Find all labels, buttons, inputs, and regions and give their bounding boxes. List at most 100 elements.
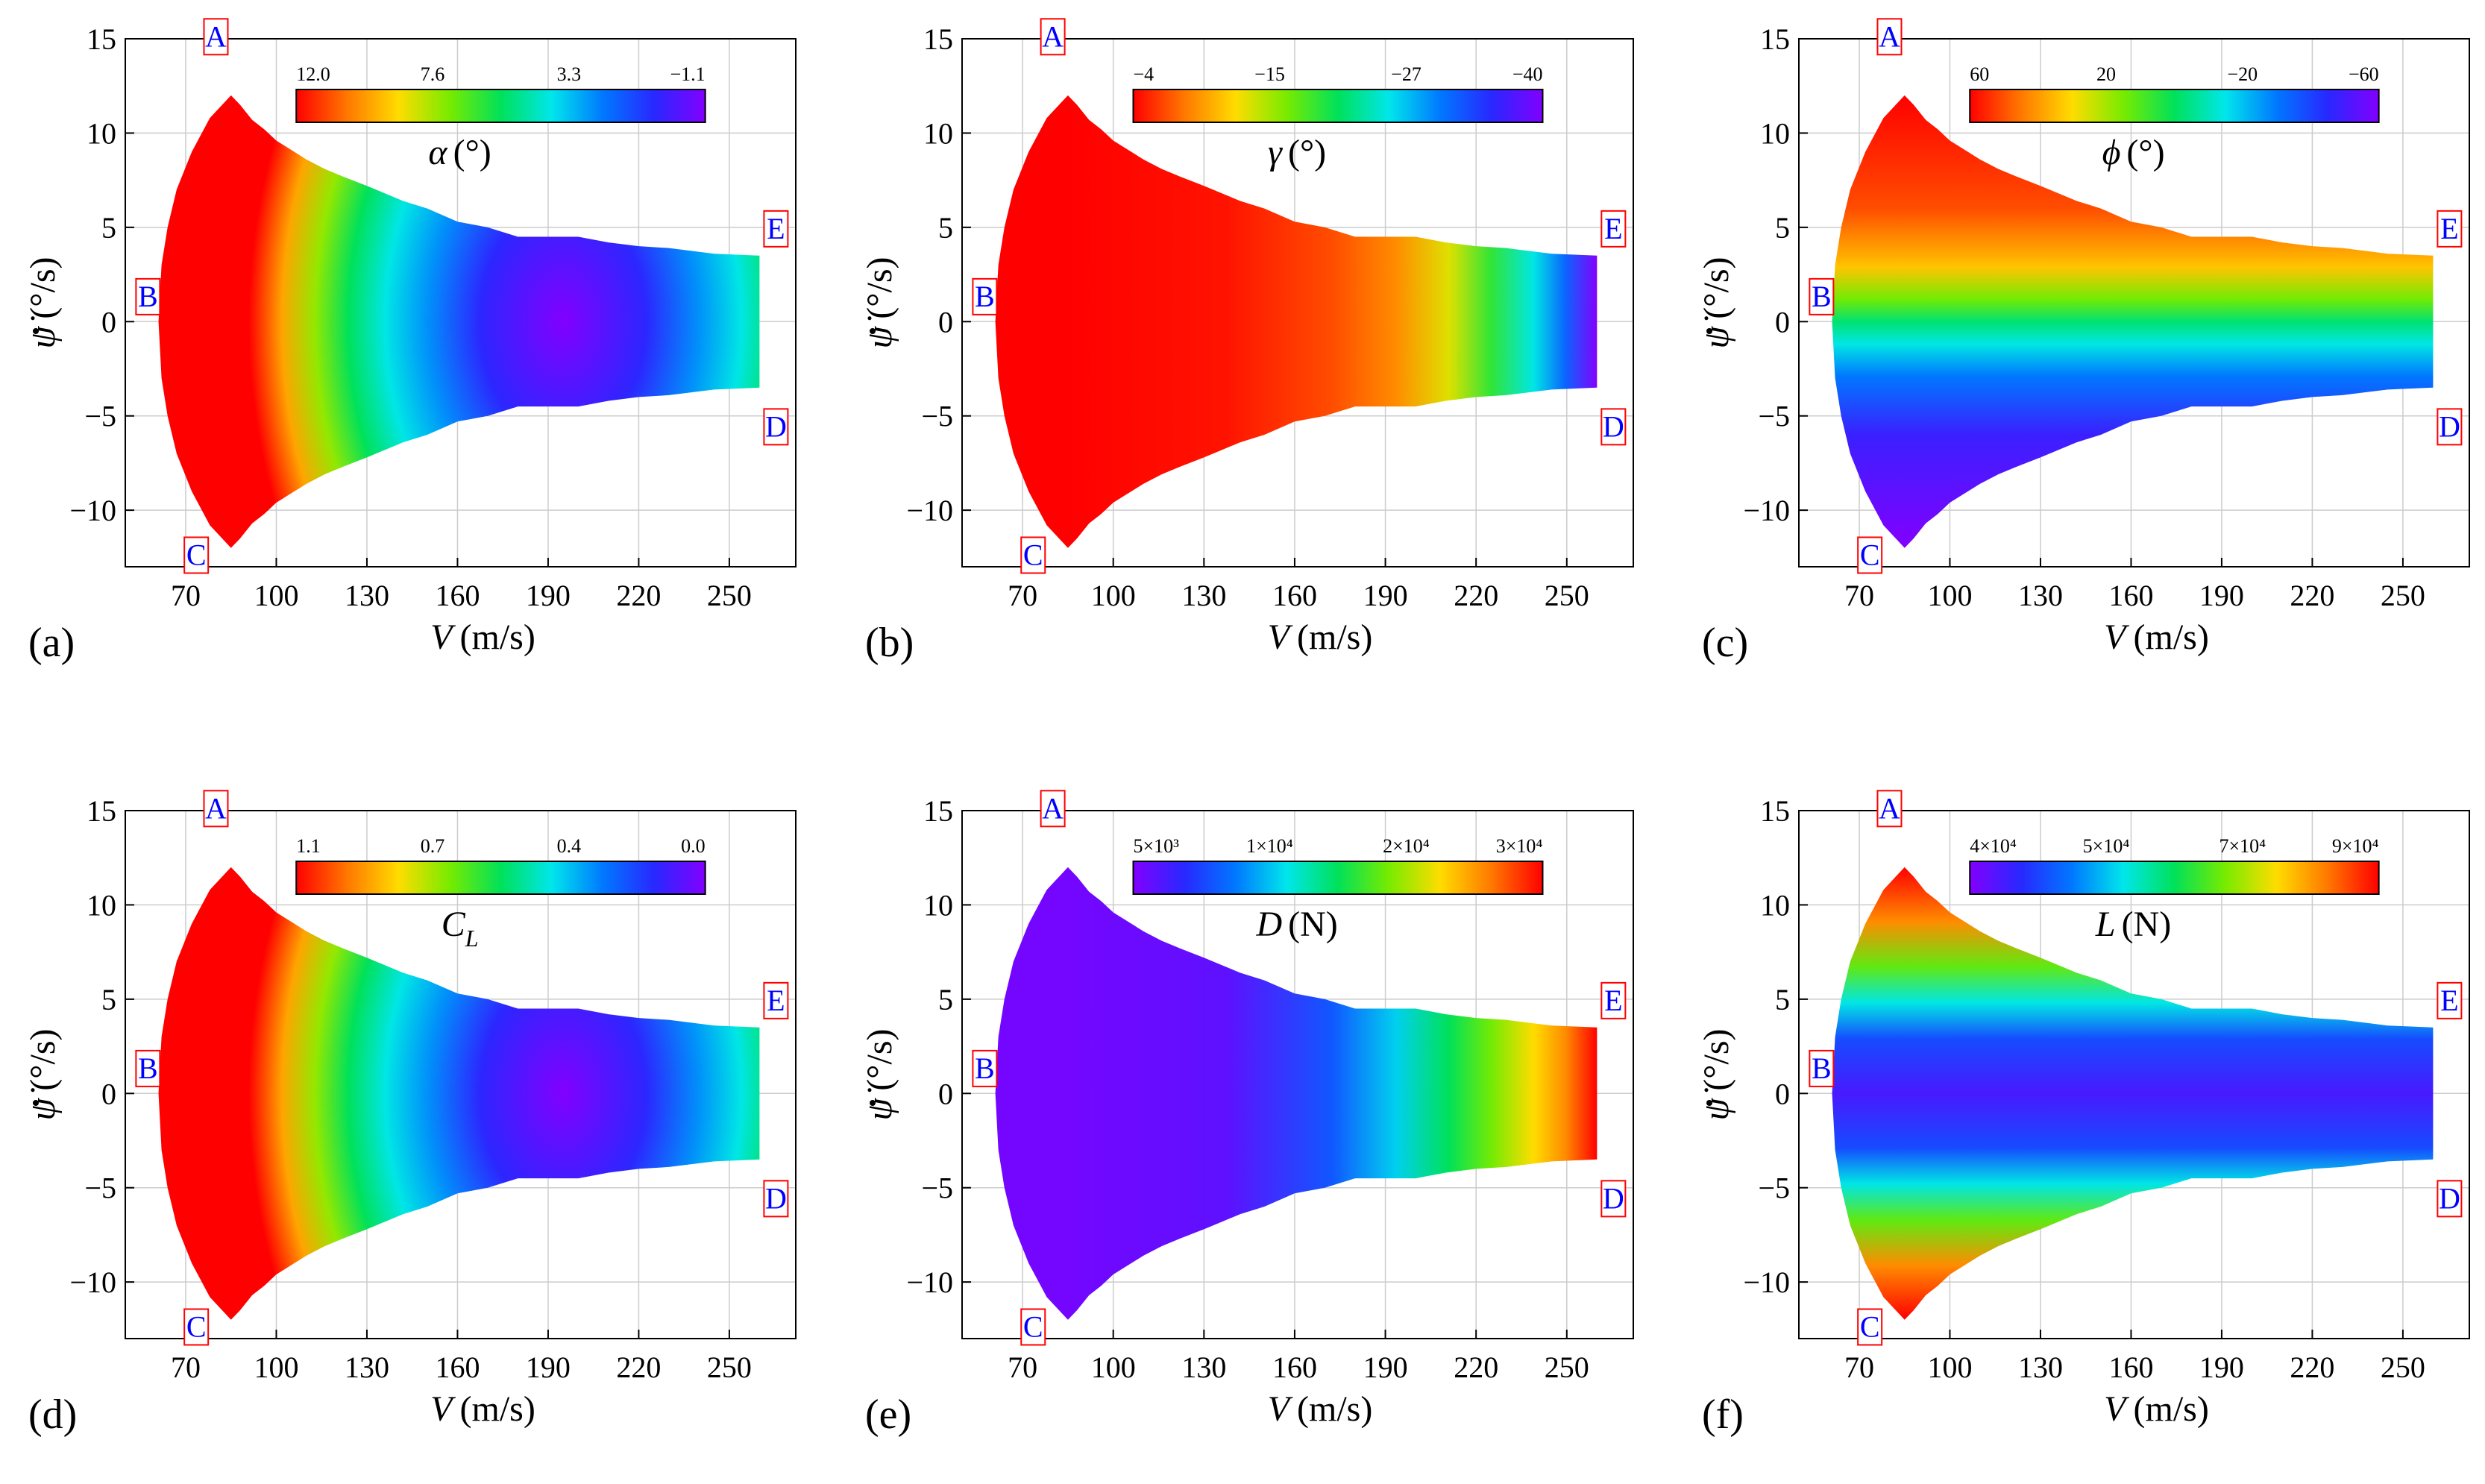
envelope-field [995,95,1598,548]
y-axis-unit: (°/s) [23,257,63,319]
x-tick-label: 130 [1181,579,1226,612]
y-tick-label: 10 [87,116,116,150]
x-tick-label: 100 [1091,1351,1136,1384]
colorbar-title: ϕ (°) [2102,133,2165,172]
corner-label-A: A [1879,19,1900,53]
x-tick-label: 250 [2381,1351,2425,1384]
colorbar-variable: D [1255,905,1282,944]
envelope-field [1832,95,2434,548]
corner-label-box [972,1049,998,1087]
x-axis-unit: (m/s) [460,1389,535,1429]
x-tick-label: 190 [1363,1351,1408,1384]
x-tick-label: 190 [526,579,571,612]
envelope-field [1832,867,2434,1320]
corner-label-box [1876,18,1903,56]
corner-label-A: A [1042,791,1064,825]
colorbar-unit: (°) [2126,133,2164,172]
y-tick-label: 15 [1760,794,1790,828]
corner-label-box [763,408,789,446]
corner-label-box [203,18,229,56]
x-tick-label: 160 [1272,1351,1317,1384]
y-tick-label: −5 [1758,1172,1790,1205]
corner-label-C: C [1023,1309,1043,1343]
corner-label-box [135,1049,161,1087]
y-axis-label: ψ̇(°/s) [860,1029,899,1121]
y-tick-label: −5 [84,400,116,433]
x-axis-unit: (m/s) [460,617,535,657]
x-tick-label: 220 [2290,579,2334,612]
x-axis-label: V (m/s) [430,617,535,657]
x-tick-label: 220 [616,579,661,612]
y-tick-label: 10 [1760,116,1790,150]
x-axis-unit: (m/s) [2134,617,2209,657]
y-tick-label: −10 [906,1266,953,1299]
colorbar-tick-label: 3.3 [557,63,582,85]
y-axis-label: ψ̇(°/s) [1697,257,1736,349]
corner-label-B: B [975,1051,995,1085]
colorbar-tick-label: 5×10³ [1134,835,1180,857]
corner-label-E: E [1604,984,1622,1017]
corner-label-B: B [1812,280,1832,313]
y-axis-label-dot [33,1100,39,1106]
y-tick-label: 5 [938,211,953,245]
corner-label-box [1040,790,1066,828]
y-tick-label: −10 [69,494,116,527]
y-axis-variable: ψ̇ [860,316,899,349]
y-axis-unit: (°/s) [23,1029,63,1091]
y-axis-variable: ψ̇ [1697,316,1736,349]
y-tick-label: −10 [1743,494,1790,527]
corner-label-box [1600,981,1627,1019]
panel-label: (c) [1702,620,1748,666]
colorbar-tick-label: 0.4 [557,835,582,857]
x-axis-label: V (m/s) [2104,1389,2209,1429]
y-tick-label: 15 [923,794,953,828]
colorbar [1969,89,2380,123]
x-tick-label: 220 [1454,1351,1498,1384]
corner-label-box [763,1180,789,1218]
x-tick-label: 70 [1844,579,1874,612]
y-tick-label: −5 [84,1172,116,1205]
x-tick-label: 160 [2108,1351,2153,1384]
envelope-field [158,867,760,1320]
colorbar-tick-label: 12.0 [296,63,330,85]
x-tick-label: 160 [435,579,480,612]
colorbar-title: D (N) [1255,905,1337,944]
y-tick-label: 10 [923,888,953,922]
y-tick-label: 10 [87,888,116,922]
corner-label-box [1600,1180,1627,1218]
colorbar [295,89,706,123]
x-axis-label: V (m/s) [430,1389,535,1429]
plot-frame [125,38,797,567]
corner-label-A: A [1042,19,1064,53]
corner-label-B: B [975,280,995,313]
x-axis-unit: (m/s) [1297,1389,1372,1429]
corner-label-box [1600,210,1627,248]
corner-label-C: C [1860,1309,1880,1343]
colorbar-tick-label: −1.1 [670,63,705,85]
colorbar-variable: L [2095,905,2116,944]
colorbar-tick-label: −60 [2349,63,2379,85]
y-axis-label-dot [870,1100,876,1106]
x-tick-label: 250 [707,579,752,612]
corner-label-box [1600,408,1627,446]
x-tick-label: 160 [2108,579,2153,612]
envelope-field [158,95,760,548]
corner-label-box [2437,981,2463,1019]
x-tick-label: 100 [1927,1351,1972,1384]
x-axis-label: V (m/s) [1268,617,1373,657]
colorbar [1969,861,2380,895]
corner-label-box [763,981,789,1019]
plot-frame [1798,810,2470,1339]
colorbar-tick-label: −40 [1512,63,1543,85]
y-axis-label: ψ̇(°/s) [1697,1029,1736,1121]
corner-label-E: E [2440,212,2458,245]
corner-label-C: C [186,538,207,571]
x-tick-label: 70 [1008,1351,1037,1384]
x-tick-label: 70 [171,579,201,612]
y-tick-label: 0 [938,305,953,339]
plot-frame [1798,38,2470,567]
y-axis-unit: (°/s) [860,257,899,319]
colorbar-tick-label: 4×10⁴ [1970,835,2017,857]
